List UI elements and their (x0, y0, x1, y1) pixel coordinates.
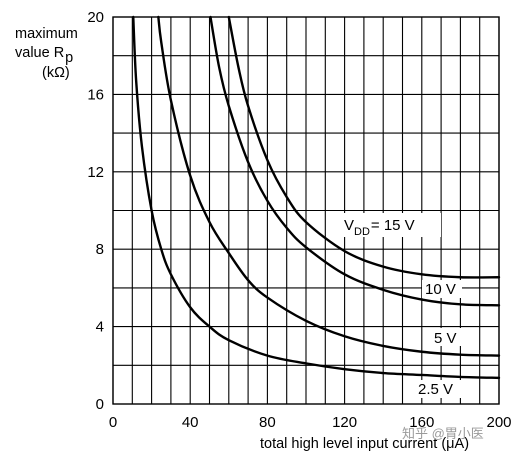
y-tick-label: 4 (96, 319, 104, 336)
x-tick-label: 0 (109, 414, 117, 431)
y-tick-label: 20 (87, 9, 104, 26)
y-tick-label: 16 (87, 86, 104, 103)
x-tick-label: 160 (409, 414, 434, 431)
series-label-10v: 10 V (425, 281, 456, 298)
y-axis-label-line1: maximum (15, 26, 78, 42)
x-tick-label: 120 (332, 414, 357, 431)
grid (112, 16, 500, 405)
series-line-2 (209, 15, 501, 307)
y-axis-label-unit: (kΩ) (42, 65, 70, 81)
series-label-15v: VDD= 15 V (344, 217, 415, 238)
curves (132, 15, 501, 380)
series-label-15v-rest: = 15 V (371, 217, 415, 234)
y-tick-label: 0 (96, 396, 104, 413)
x-tick-label: 40 (182, 414, 199, 431)
series-line-1 (157, 15, 501, 357)
y-axis-label-line2: value Rp (15, 45, 73, 66)
label-bg-10v (422, 280, 462, 298)
x-axis-label: total high level input current (μA) (260, 436, 469, 452)
y-tick-labels: 0 4 8 12 16 20 (87, 9, 104, 413)
series-label-15v-sub: DD (354, 226, 370, 238)
label-bg-5v (430, 328, 462, 346)
y-axis-label-subscript: p (65, 50, 73, 66)
x-tick-label: 200 (486, 414, 511, 431)
series-label-25v: 2.5 V (418, 381, 453, 398)
plot-frame (112, 16, 500, 405)
series-line-0 (132, 15, 501, 380)
label-bg-vdd (333, 213, 441, 237)
y-tick-label: 8 (96, 241, 104, 258)
watermark: 知乎 @胃小医 (402, 426, 484, 441)
series-label-15v-v: V (344, 217, 354, 234)
x-tick-labels: 0 40 80 120 160 200 (109, 414, 512, 431)
y-axis-label-value: value R (15, 45, 64, 61)
x-tick-label: 80 (259, 414, 276, 431)
y-tick-label: 12 (87, 164, 104, 181)
series-label-5v: 5 V (434, 330, 457, 347)
label-bg-25v (414, 380, 462, 398)
series-line-3 (227, 15, 501, 279)
